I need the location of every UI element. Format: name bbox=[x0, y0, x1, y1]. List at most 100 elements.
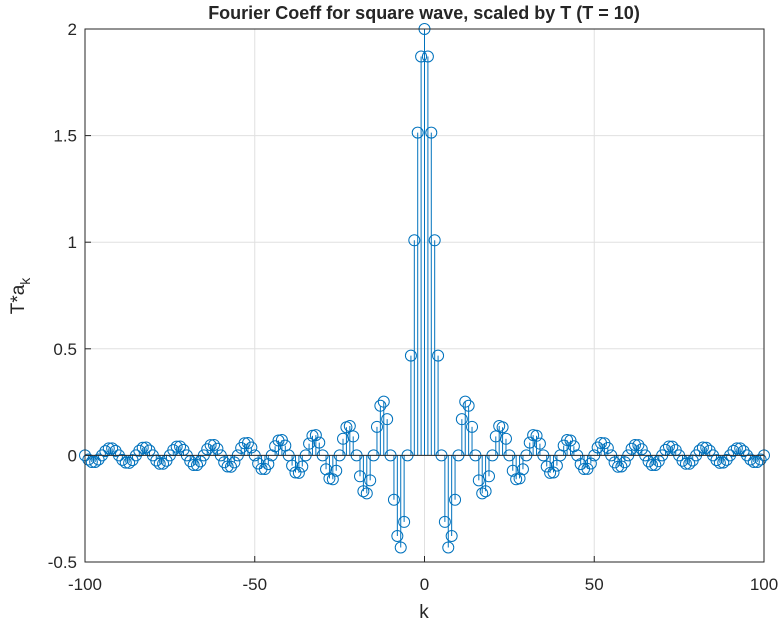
stem-marker bbox=[612, 460, 625, 473]
x-tick-label: 0 bbox=[420, 575, 429, 594]
stem-marker bbox=[269, 440, 282, 453]
stem-marker bbox=[157, 457, 170, 470]
stem-marker bbox=[462, 399, 475, 412]
stem-marker bbox=[696, 441, 709, 454]
marks-layer bbox=[79, 23, 770, 554]
stem-marker bbox=[693, 444, 706, 457]
stem-marker bbox=[615, 460, 628, 473]
stem-marker bbox=[326, 473, 339, 486]
stem-marker bbox=[309, 429, 322, 442]
stem-marker bbox=[221, 460, 234, 473]
stem-marker bbox=[425, 126, 438, 139]
stem-marker bbox=[255, 462, 268, 475]
stem-marker bbox=[245, 441, 258, 454]
stem-marker bbox=[476, 487, 489, 500]
stem-marker bbox=[360, 487, 373, 500]
stem-marker bbox=[445, 529, 458, 542]
stem-marker bbox=[472, 474, 485, 487]
stem-marker bbox=[370, 420, 383, 433]
stem-marker bbox=[747, 456, 760, 469]
stem-marker bbox=[632, 439, 645, 452]
stem-marker bbox=[286, 459, 299, 472]
stem-marker bbox=[544, 466, 557, 479]
stem-marker bbox=[628, 438, 641, 451]
stem-marker bbox=[479, 485, 492, 498]
stem-marker bbox=[683, 457, 696, 470]
stem-marker bbox=[455, 413, 468, 426]
stem-marker bbox=[208, 438, 221, 451]
stem-marker bbox=[262, 458, 275, 471]
stem-marker bbox=[506, 464, 519, 477]
stem-marker bbox=[170, 440, 183, 453]
stem-marker bbox=[92, 453, 105, 466]
stem-marker bbox=[119, 456, 132, 469]
stem-marker bbox=[191, 458, 204, 471]
stem-marker bbox=[710, 454, 723, 467]
stem-marker bbox=[645, 458, 658, 471]
stem-marker bbox=[404, 349, 417, 362]
stem-marker bbox=[320, 463, 333, 476]
stem-marker bbox=[751, 456, 764, 469]
stem-marker bbox=[364, 474, 377, 487]
y-axis-label-subscript: k bbox=[17, 277, 33, 285]
stem-marker bbox=[353, 470, 366, 483]
stem-marker bbox=[428, 234, 441, 247]
stem-marker bbox=[649, 458, 662, 471]
stem-marker bbox=[601, 441, 614, 454]
y-tick-label: -0.5 bbox=[48, 553, 77, 572]
stem-marker bbox=[85, 456, 98, 469]
stem-marker bbox=[241, 437, 254, 450]
stem-marker bbox=[408, 234, 421, 247]
stem-marker bbox=[394, 541, 407, 554]
stem-marker bbox=[136, 441, 149, 454]
stem-marker bbox=[289, 466, 302, 479]
stem-marker bbox=[561, 434, 574, 447]
stem-marker bbox=[717, 456, 730, 469]
stem-marker bbox=[438, 515, 451, 528]
stem-marker bbox=[374, 399, 387, 412]
stem-marker bbox=[123, 456, 136, 469]
stem-marker bbox=[398, 515, 411, 528]
stem-marker bbox=[483, 470, 496, 483]
x-tick-label: -50 bbox=[242, 575, 267, 594]
stem-marker bbox=[584, 457, 597, 470]
stem-marker bbox=[608, 456, 621, 469]
stem-marker bbox=[82, 453, 95, 466]
stem-marker bbox=[387, 493, 400, 506]
stem-marker bbox=[737, 445, 750, 458]
stem-marker bbox=[625, 442, 638, 455]
stem-marker bbox=[116, 453, 129, 466]
stem-marker bbox=[442, 541, 455, 554]
stem-marker bbox=[679, 457, 692, 470]
stem-marker bbox=[523, 436, 536, 449]
stem-marker bbox=[204, 439, 217, 452]
stem-marker bbox=[618, 456, 631, 469]
stem-marker bbox=[713, 456, 726, 469]
stem-marker bbox=[744, 453, 757, 466]
stem-marker bbox=[727, 444, 740, 457]
stem-marker bbox=[292, 466, 305, 479]
stem-marker bbox=[754, 453, 767, 466]
stem-marker bbox=[415, 50, 428, 63]
stem-marker bbox=[102, 442, 115, 455]
stem-marker bbox=[720, 453, 733, 466]
x-tick-label: -100 bbox=[68, 575, 102, 594]
y-axis-label: T*ak bbox=[8, 277, 33, 315]
stem-marker bbox=[296, 460, 309, 473]
stem-marker bbox=[201, 443, 214, 456]
stem-marker bbox=[432, 349, 445, 362]
chart-title: Fourier Coeff for square wave, scaled by… bbox=[208, 3, 640, 23]
stem-marker bbox=[89, 456, 102, 469]
stem-marker bbox=[228, 456, 241, 469]
stem-marker bbox=[153, 457, 166, 470]
stem-marker bbox=[666, 440, 679, 453]
stem-marker bbox=[411, 126, 424, 139]
stem-marker bbox=[459, 395, 472, 408]
x-tick-label: 50 bbox=[585, 575, 604, 594]
y-tick-label: 0 bbox=[68, 446, 77, 465]
stem-marker bbox=[449, 493, 462, 506]
stem-marker bbox=[662, 440, 675, 453]
y-tick-label: 1.5 bbox=[53, 127, 77, 146]
stem-marker bbox=[313, 436, 326, 449]
